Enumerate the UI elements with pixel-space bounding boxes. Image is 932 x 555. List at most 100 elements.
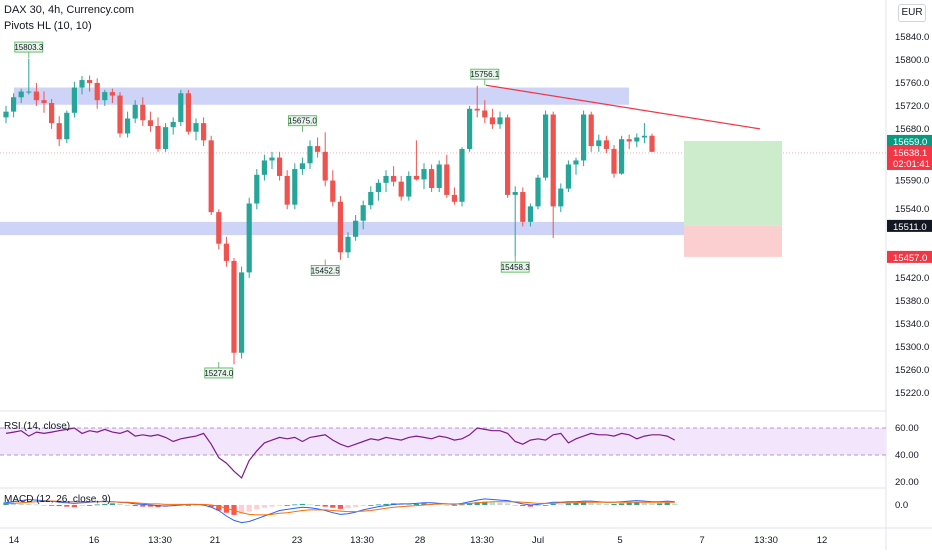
- candle-down: [49, 103, 55, 124]
- rsi-title: RSI (14, close): [4, 421, 71, 432]
- macd-histogram-bar: [672, 503, 678, 505]
- last-price-tag: 15638.1: [893, 148, 927, 159]
- macd-histogram-bar: [550, 503, 556, 505]
- price-tick-label: 15840.0: [895, 32, 929, 43]
- candle-down: [94, 82, 100, 101]
- macd-histogram-bar: [292, 504, 298, 506]
- macd-histogram-bar: [596, 503, 602, 505]
- macd-histogram-bar: [26, 503, 32, 505]
- candle-down: [413, 175, 419, 180]
- resistance-zone: [14, 87, 629, 105]
- macd-histogram-bar: [535, 505, 541, 507]
- candle-down: [147, 120, 153, 126]
- macd-histogram-bar: [527, 505, 533, 507]
- candle-down: [33, 91, 39, 101]
- macd-histogram-bar: [269, 505, 275, 507]
- stop-price-tag: 15457.0: [893, 253, 927, 264]
- countdown-tag: 02:01:41: [893, 159, 930, 170]
- candle-up: [246, 203, 252, 273]
- rsi-tick-label: 20.00: [895, 477, 919, 488]
- candle-up: [565, 164, 571, 189]
- time-tick-label: 13:30: [350, 535, 374, 546]
- candle-up: [11, 97, 17, 112]
- candle-up: [79, 80, 85, 88]
- macd-histogram-bar: [353, 505, 359, 508]
- price-tick-label: 15300.0: [895, 342, 929, 353]
- candle-up: [360, 205, 366, 221]
- pivot-label: 15452.5: [311, 266, 340, 275]
- macd-histogram-bar: [611, 503, 617, 505]
- time-tick-label: 28: [415, 535, 426, 546]
- time-tick-label: 12: [817, 535, 828, 546]
- candle-down: [56, 123, 62, 140]
- candle-down: [520, 192, 526, 222]
- macd-histogram-bar: [337, 505, 343, 509]
- macd-histogram-bar: [482, 501, 488, 505]
- macd-histogram-bar: [360, 505, 366, 507]
- macd-histogram-bar: [512, 505, 518, 506]
- price-tick-label: 15380.0: [895, 296, 929, 307]
- candle-up: [345, 236, 351, 253]
- macd-histogram-bar: [398, 503, 404, 505]
- candle-up: [18, 91, 24, 98]
- candle-up: [193, 123, 199, 132]
- macd-title: MACD (12, 26, close, 9): [4, 494, 111, 505]
- macd-histogram-bar: [489, 502, 495, 505]
- candle-up: [71, 87, 77, 113]
- time-tick-label: 14: [9, 535, 20, 546]
- macd-histogram-bar: [406, 504, 412, 506]
- candle-down: [155, 125, 161, 149]
- candle-up: [596, 140, 602, 147]
- candle-up: [421, 169, 427, 180]
- price-tick-label: 15260.0: [895, 365, 929, 376]
- candle-down: [117, 95, 123, 134]
- candle-down: [185, 93, 191, 132]
- macd-histogram-bar: [543, 505, 549, 506]
- pivot-label-box: [204, 367, 234, 379]
- macd-histogram-bar: [565, 503, 571, 505]
- currency-badge[interactable]: EUR: [898, 4, 926, 22]
- macd-histogram-bar: [49, 505, 55, 506]
- candle-down: [482, 110, 488, 118]
- macd-histogram-bar: [459, 504, 465, 506]
- candle-down: [315, 146, 321, 152]
- macd-histogram-bar: [185, 505, 191, 506]
- macd-histogram-bar: [223, 505, 229, 513]
- time-tick-label: 16: [89, 535, 100, 546]
- macd-histogram-bar: [94, 504, 100, 506]
- stop-price-tag-bg: [887, 250, 932, 263]
- macd-histogram-bar: [307, 504, 313, 506]
- pivot-label: 15803.3: [14, 43, 43, 52]
- candle-down: [626, 139, 632, 142]
- candle-up: [3, 111, 9, 118]
- macd-histogram-bar: [79, 505, 85, 507]
- candle-down: [444, 164, 450, 195]
- macd-histogram-bar: [109, 503, 115, 505]
- macd-histogram-bar: [436, 504, 442, 506]
- candle-up: [535, 177, 541, 207]
- macd-histogram-bar: [117, 503, 123, 505]
- candle-up: [368, 192, 374, 206]
- candle-down: [41, 100, 47, 104]
- candle-up: [527, 206, 533, 222]
- candle-down: [87, 80, 93, 83]
- candle-up: [299, 163, 305, 170]
- time-tick-label: 13:30: [754, 535, 778, 546]
- candle-up: [543, 114, 549, 178]
- macd-histogram-bar: [125, 505, 131, 506]
- candle-down: [223, 243, 229, 261]
- macd-histogram-bar: [140, 505, 146, 507]
- candle-up: [406, 175, 412, 197]
- macd-histogram-bar: [657, 503, 663, 505]
- macd-signal-line: [5, 500, 675, 516]
- candle-down: [603, 140, 609, 149]
- rsi-tick-label: 60.00: [895, 423, 919, 434]
- candle-up: [512, 192, 518, 195]
- macd-histogram-bar: [102, 503, 108, 505]
- macd-histogram-bar: [246, 505, 252, 512]
- candle-up: [497, 117, 503, 125]
- macd-histogram-bar: [299, 503, 305, 505]
- macd-histogram-bar: [558, 504, 564, 506]
